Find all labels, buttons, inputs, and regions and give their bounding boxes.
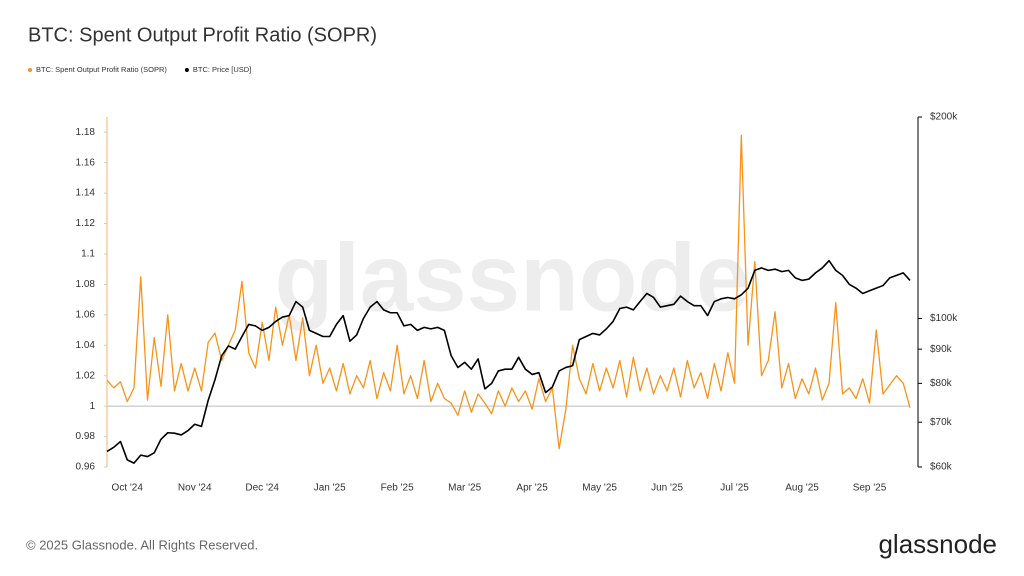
x-tick-label: Mar '25 xyxy=(448,483,481,494)
legend-label: BTC: Price [USD] xyxy=(193,65,251,74)
y2-tick-label: $90k xyxy=(930,344,953,355)
y-tick-label: 1.04 xyxy=(76,340,96,351)
series-line xyxy=(106,259,911,464)
y2-tick-label: $60k xyxy=(930,462,953,473)
logo: glassnode xyxy=(878,529,997,559)
y-tick-label: 1.1 xyxy=(81,249,95,260)
y-tick-label: 0.98 xyxy=(76,431,96,442)
x-tick-label: Jan '25 xyxy=(314,483,346,494)
x-tick-label: Oct '24 xyxy=(112,483,144,494)
y-tick-label: 1.18 xyxy=(76,127,96,138)
x-tick-label: Aug '25 xyxy=(785,483,819,494)
x-tick-label: Sep '25 xyxy=(853,483,887,494)
y2-tick-label: $200k xyxy=(930,112,958,123)
y-tick-label: 1.08 xyxy=(76,279,96,290)
watermark: glassnode xyxy=(275,224,750,331)
legend-swatch xyxy=(28,68,32,72)
y2-tick-label: $70k xyxy=(930,417,953,428)
y-tick-label: 1.16 xyxy=(76,157,96,168)
x-tick-label: Jul '25 xyxy=(720,483,749,494)
x-tick-label: Apr '25 xyxy=(516,483,548,494)
y-tick-label: 1.12 xyxy=(76,218,96,229)
x-tick-label: Feb '25 xyxy=(381,483,414,494)
y-tick-label: 1.06 xyxy=(76,309,96,320)
y-tick-label: 0.96 xyxy=(76,462,96,473)
y-tick-label: 1 xyxy=(89,401,95,412)
series-line xyxy=(106,134,911,450)
y-tick-label: 1.14 xyxy=(76,188,96,199)
legend-label: BTC: Spent Output Profit Ratio (SOPR) xyxy=(36,65,167,74)
legend-swatch xyxy=(184,68,189,72)
footer: © 2025 Glassnode. All Rights Reserved. xyxy=(26,537,258,552)
y2-tick-label: $80k xyxy=(930,378,953,389)
y2-tick-label: $100k xyxy=(930,313,958,324)
chart-title: BTC: Spent Output Profit Ratio (SOPR) xyxy=(28,24,377,46)
x-tick-label: Dec '24 xyxy=(245,483,279,494)
x-tick-label: Jun '25 xyxy=(651,483,683,494)
x-tick-label: May '25 xyxy=(582,483,617,494)
x-tick-label: Nov '24 xyxy=(178,483,212,494)
y-tick-label: 1.02 xyxy=(76,370,96,381)
